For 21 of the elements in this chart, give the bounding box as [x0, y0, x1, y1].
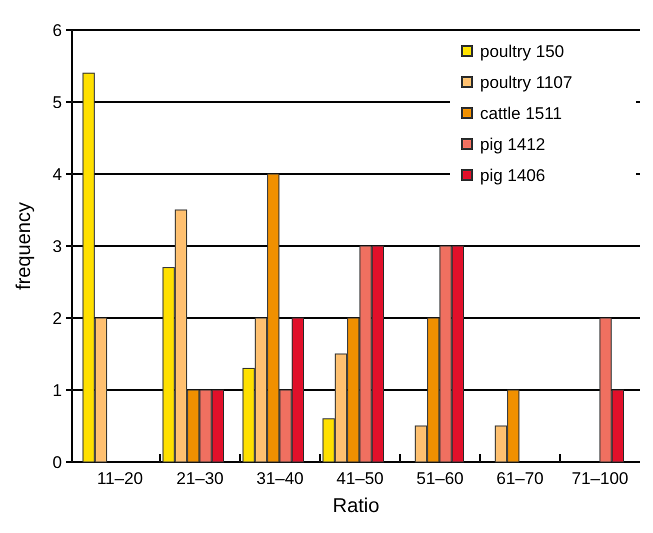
y-tick-label: 1	[52, 380, 62, 400]
y-tick-label: 0	[52, 452, 62, 472]
x-tick-label: 61–70	[496, 469, 544, 488]
x-tick-label: 21–30	[176, 469, 224, 488]
legend-label: poultry 1107	[480, 72, 572, 92]
y-axis-title: frequency	[13, 202, 35, 290]
legend-label: pig 1412	[480, 134, 546, 154]
y-tick-label: 6	[52, 20, 62, 40]
y-tick-label: 5	[52, 92, 62, 112]
y-tick-label: 4	[52, 164, 62, 184]
x-tick-label: 31–40	[256, 469, 304, 488]
x-tick-label: 41–50	[336, 469, 384, 488]
legend-label: poultry 150	[480, 42, 564, 61]
legend-label: pig 1406	[480, 166, 546, 185]
x-tick-label: 71–100	[572, 469, 628, 488]
x-axis-title: Ratio	[332, 495, 380, 517]
y-tick-label: 2	[52, 308, 62, 328]
x-tick-label: 51–60	[416, 469, 464, 488]
y-tick-label: 3	[52, 236, 62, 256]
x-tick-label: 11–20	[96, 469, 144, 488]
legend-label: cattle 1511	[480, 104, 562, 123]
